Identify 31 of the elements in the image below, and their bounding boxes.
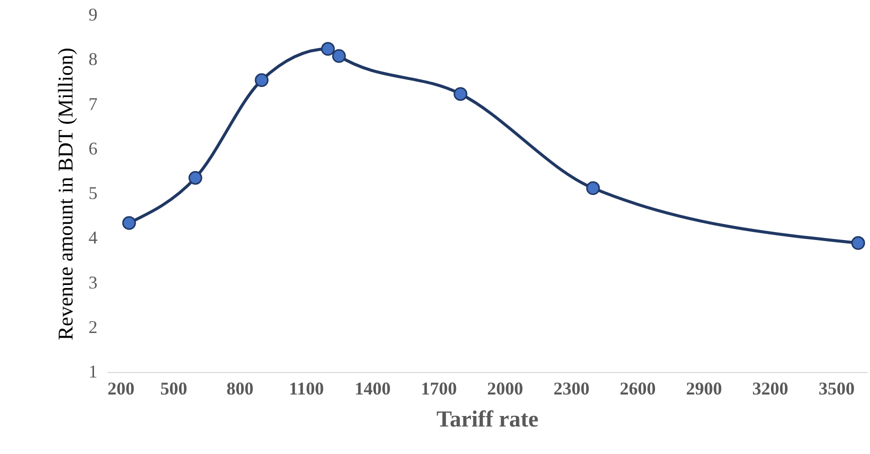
x-tick-label: 200 [108, 378, 134, 398]
y-tick-label: 6 [88, 138, 98, 158]
x-tick-label: 2900 [686, 378, 722, 398]
x-tick-label: 1100 [288, 378, 324, 398]
point [586, 181, 600, 196]
x-tick-label: 2300 [553, 378, 590, 398]
y-tick-label: 9 [88, 4, 98, 24]
x-tick-label: 2000 [487, 378, 524, 398]
point [321, 42, 335, 56]
point [122, 216, 136, 230]
y-tick-label: 8 [88, 49, 98, 70]
x-tick-label: 3200 [752, 378, 788, 398]
point [254, 73, 269, 88]
y-tick-label: 1 [88, 362, 98, 382]
point [851, 236, 866, 250]
x-tick-label: 3500 [818, 378, 855, 398]
x-tick-label: 2600 [620, 378, 656, 398]
x-tick-label: 500 [160, 378, 188, 398]
point [332, 49, 346, 63]
y-tick-label: 2 [88, 316, 98, 337]
point [454, 87, 468, 101]
x-tick-label: 1700 [420, 378, 457, 398]
y-tick-label: 7 [88, 94, 98, 114]
x-axis-title: Tariff rate [436, 406, 538, 432]
x-tick-label: 800 [226, 378, 254, 398]
x-tick-label: 1400 [354, 378, 391, 398]
y-tick-label: 3 [88, 272, 98, 292]
y-axis-title: Revenue amount in BDT (Million) [54, 48, 78, 340]
y-tick-label: 4 [88, 228, 98, 248]
point [188, 171, 202, 185]
y-tick-label: 5 [88, 183, 98, 203]
